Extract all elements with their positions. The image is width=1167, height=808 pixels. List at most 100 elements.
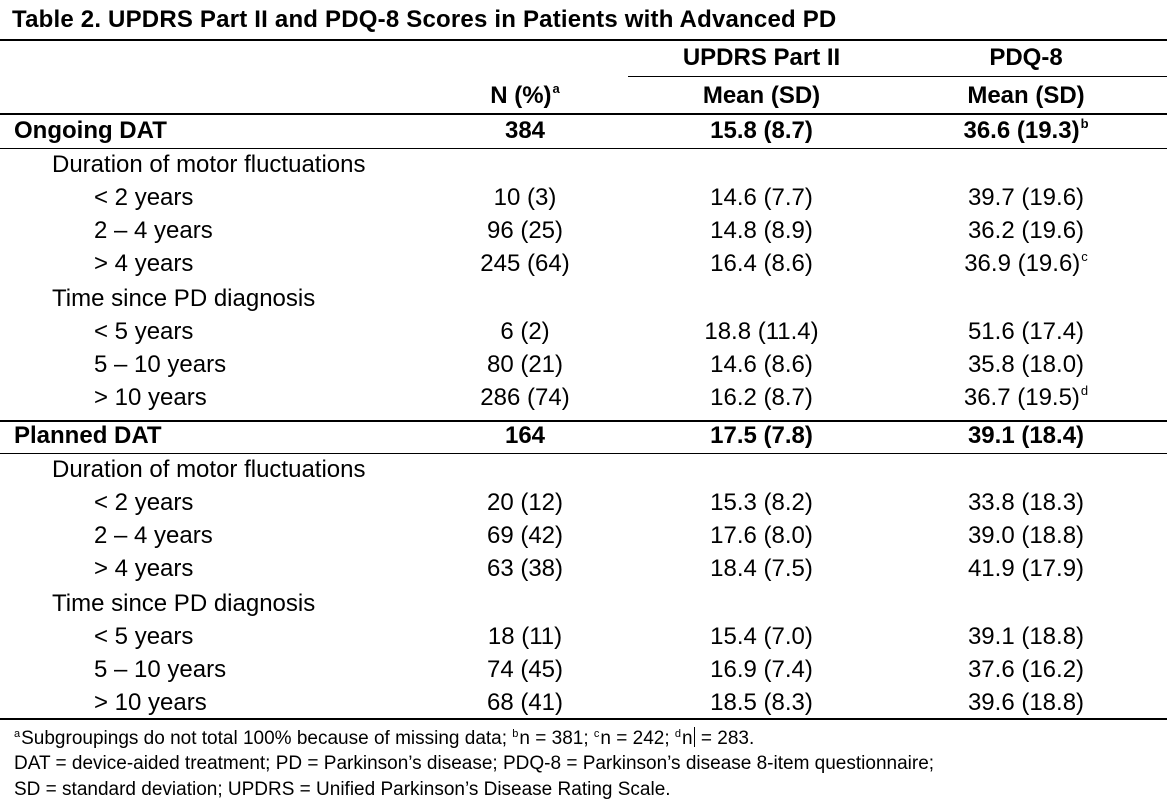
- row-n: 10 (3): [420, 186, 630, 210]
- row-n-value: 286 (74): [480, 384, 570, 411]
- section-n-value: 384: [504, 117, 546, 144]
- row-pdq-value: 36.7 (19.5): [963, 384, 1080, 411]
- row-pdq-value: 39.6 (18.8): [967, 689, 1085, 716]
- row-updrs-value: 14.6 (7.7): [710, 184, 813, 211]
- section-n: 384: [420, 119, 630, 143]
- group-header-updrs: UPDRS Part II: [682, 44, 841, 71]
- row-updrs-value: 16.4 (8.6): [710, 250, 813, 277]
- rule-table-bottom: [0, 718, 1167, 720]
- row-n: 20 (12): [420, 491, 630, 515]
- footnote-mark: d: [1080, 383, 1089, 398]
- row-n: 68 (41): [420, 691, 630, 715]
- row-n-value: 18 (11): [487, 623, 563, 650]
- row-updrs-value: 14.6 (8.6): [710, 351, 813, 378]
- row-updrs: 14.8 (8.9): [630, 219, 893, 243]
- section-pdq-value: 39.1 (18.4): [967, 422, 1085, 449]
- section-rule: [0, 420, 1167, 422]
- row-pdq: 36.2 (19.6): [893, 219, 1159, 243]
- footnote-line-1: aSubgroupings do not total 100% because …: [14, 727, 754, 750]
- rule-top: [0, 39, 1167, 41]
- row-n: 18 (11): [420, 625, 630, 649]
- row-label-value: < 2 years: [94, 184, 194, 211]
- row-pdq-value: 35.8 (18.0): [967, 351, 1085, 378]
- footnote-mark: a: [14, 728, 21, 740]
- row-label: 2 – 4 years: [94, 219, 213, 243]
- section-n: 164: [420, 424, 630, 448]
- row-updrs: 18.4 (7.5): [630, 557, 893, 581]
- row-label: 5 – 10 years: [94, 353, 226, 377]
- footnote-mark: c: [593, 728, 600, 740]
- section-updrs-value: 15.8 (8.7): [710, 117, 813, 144]
- row-pdq-value: 51.6 (17.4): [967, 318, 1085, 345]
- row-updrs: 17.6 (8.0): [630, 524, 893, 548]
- row-pdq-value: 39.1 (18.8): [967, 623, 1085, 650]
- section-label-value: Ongoing DAT: [14, 117, 167, 144]
- row-label-value: < 2 years: [94, 489, 194, 516]
- row-updrs-value: 18.4 (7.5): [710, 555, 813, 582]
- row-n: 80 (21): [420, 353, 630, 377]
- row-updrs: 16.2 (8.7): [630, 386, 893, 410]
- footnote-mark: a: [552, 81, 560, 96]
- row-label: 2 – 4 years: [94, 524, 213, 548]
- row-pdq-value: 39.0 (18.8): [967, 522, 1085, 549]
- section-pdq: 39.1 (18.4): [893, 424, 1159, 448]
- table-title: Table 2. UPDRS Part II and PDQ-8 Scores …: [12, 6, 837, 33]
- row-pdq-value: 41.9 (17.9): [967, 555, 1085, 582]
- row-updrs: 16.4 (8.6): [630, 252, 893, 276]
- row-n-value: 96 (25): [486, 217, 564, 244]
- subgroup-label-value: Duration of motor fluctuations: [52, 456, 366, 483]
- row-pdq: 51.6 (17.4): [893, 320, 1159, 344]
- section-pdq: 36.6 (19.3)b: [893, 116, 1159, 143]
- text-cursor: [693, 727, 695, 747]
- column-header-pdq-mean: Mean (SD): [967, 82, 1085, 109]
- subgroup-label-value: Duration of motor fluctuations: [52, 151, 366, 178]
- row-updrs-value: 15.4 (7.0): [710, 623, 813, 650]
- row-n-value: 68 (41): [486, 689, 564, 716]
- subgroup-label: Duration of motor fluctuations: [52, 458, 366, 482]
- rule-header-bottom: [0, 113, 1167, 115]
- footnote-line-2: DAT = device-aided treatment; PD = Parki…: [14, 753, 935, 774]
- row-updrs: 15.3 (8.2): [630, 491, 893, 515]
- row-updrs-value: 14.8 (8.9): [710, 217, 813, 244]
- subgroup-label: Time since PD diagnosis: [52, 592, 315, 616]
- footnote-mark: b: [1080, 116, 1089, 131]
- section-label-value: Planned DAT: [14, 422, 162, 449]
- row-label-value: 2 – 4 years: [94, 522, 213, 549]
- row-updrs-value: 16.9 (7.4): [710, 656, 813, 683]
- row-n: 286 (74): [420, 386, 630, 410]
- section-updrs: 15.8 (8.7): [630, 119, 893, 143]
- section-rule: [0, 453, 1167, 454]
- rule-group-header: [628, 76, 1167, 77]
- row-n: 245 (64): [420, 252, 630, 276]
- row-updrs-value: 18.8 (11.4): [704, 318, 819, 345]
- section-n-value: 164: [504, 422, 546, 449]
- row-pdq: 36.7 (19.5)d: [893, 383, 1159, 411]
- subgroup-label: Duration of motor fluctuations: [52, 153, 366, 177]
- row-pdq-value: 33.8 (18.3): [967, 489, 1085, 516]
- column-header-n-label: N (%): [490, 82, 552, 109]
- row-pdq-value: 36.2 (19.6): [967, 217, 1085, 244]
- section-label: Planned DAT: [14, 424, 162, 448]
- row-label-value: > 10 years: [94, 384, 207, 411]
- row-label-value: 5 – 10 years: [94, 656, 227, 683]
- row-n-value: 74 (45): [486, 656, 564, 683]
- row-label-value: < 5 years: [94, 623, 194, 650]
- section-updrs: 17.5 (7.8): [630, 424, 893, 448]
- row-label-value: > 10 years: [94, 689, 207, 716]
- row-n: 63 (38): [420, 557, 630, 581]
- row-pdq: 33.8 (18.3): [893, 491, 1159, 515]
- footnote-line-3: SD = standard deviation; UPDRS = Unified…: [14, 779, 671, 800]
- row-n: 69 (42): [420, 524, 630, 548]
- row-updrs: 18.5 (8.3): [630, 691, 893, 715]
- row-updrs: 18.8 (11.4): [630, 320, 893, 344]
- row-label: > 10 years: [94, 691, 207, 715]
- row-updrs: 14.6 (8.6): [630, 353, 893, 377]
- row-label: > 4 years: [94, 252, 193, 276]
- subgroup-label: Time since PD diagnosis: [52, 287, 315, 311]
- row-label: < 5 years: [94, 320, 193, 344]
- row-pdq: 35.8 (18.0): [893, 353, 1159, 377]
- footnote-text: Subgroupings do not total 100% because o…: [21, 728, 513, 749]
- row-label: > 4 years: [94, 557, 193, 581]
- footnote-mark: b: [512, 728, 519, 740]
- row-pdq: 37.6 (16.2): [893, 658, 1159, 682]
